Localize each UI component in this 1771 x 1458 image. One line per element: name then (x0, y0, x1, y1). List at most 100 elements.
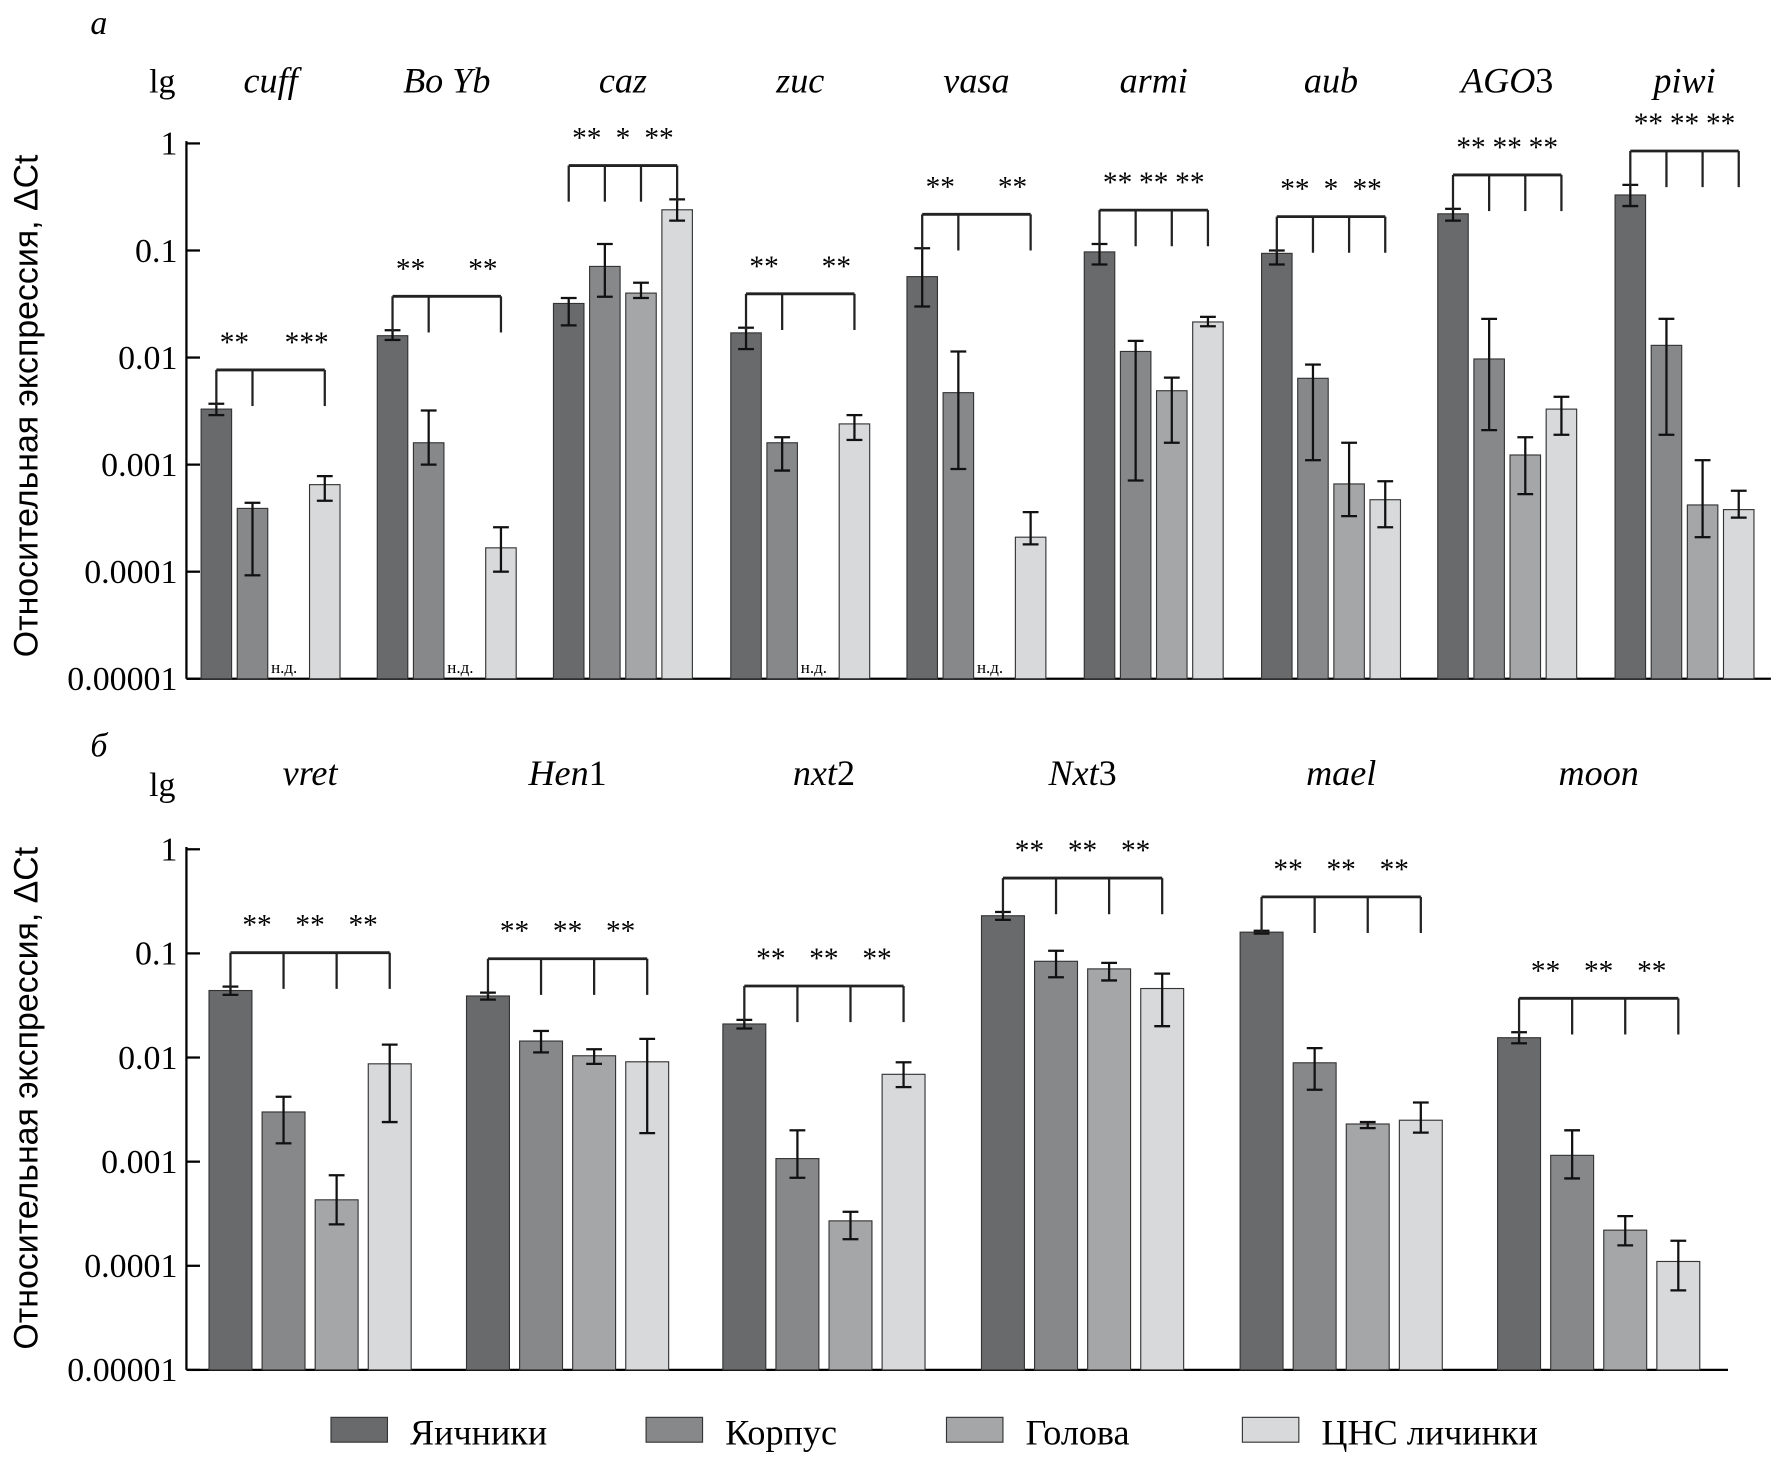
significance-stars: ** (1068, 835, 1097, 867)
gene-label: moon (1559, 753, 1639, 793)
bar-cuff-3 (308, 484, 341, 680)
nd-label: н.д. (801, 658, 827, 677)
significance-stars: ** (1493, 132, 1522, 164)
significance-stars: ** (1327, 854, 1356, 886)
significance-stars: ** (809, 943, 838, 975)
y-tick-label: 0.0001 (84, 1248, 177, 1285)
gene-label: cuff (243, 61, 302, 101)
significance-stars: ** (1139, 167, 1168, 199)
bar-zuc-3 (838, 423, 871, 680)
gene-label: armi (1120, 61, 1188, 101)
bar-vasa-3 (1014, 536, 1047, 680)
y-tick-label: 0.1 (135, 936, 177, 973)
significance-stars: ** (242, 910, 271, 942)
y-prefix-b: lg (149, 767, 175, 804)
bar-nxt2-3 (881, 1073, 926, 1371)
significance-stars: ** (1175, 167, 1204, 199)
gene-label: nxt2 (793, 753, 855, 793)
legend-label: ЦНС личинки (1321, 1412, 1537, 1452)
bar-caz-1 (589, 265, 621, 680)
significance-stars: ** (749, 251, 778, 283)
significance-stars: ** (500, 916, 529, 948)
gene-label: aub (1304, 61, 1358, 101)
significance-stars: ** (1706, 108, 1735, 140)
significance-stars: ** (1637, 955, 1666, 987)
bar-AGO3-0 (1437, 213, 1469, 680)
y-tick-label: 0.00001 (67, 1352, 177, 1389)
y-tick-label: 0.1 (135, 233, 177, 270)
bar-aub-3 (1369, 499, 1402, 680)
gene-label: caz (599, 61, 647, 101)
significance-stars: ** (822, 251, 851, 283)
legend-label: Корпус (725, 1412, 837, 1452)
significance-stars: * (1324, 174, 1339, 206)
bar-piwi-0 (1614, 194, 1647, 680)
gene-label: vasa (943, 61, 1009, 101)
significance-stars: ** (998, 171, 1027, 203)
significance-stars: ** (1380, 854, 1409, 886)
nd-label: н.д. (977, 658, 1003, 677)
significance-stars: ** (295, 910, 324, 942)
gene-label: AGO3 (1459, 61, 1553, 101)
significance-stars: ** (1529, 132, 1558, 164)
bar-Hen1-1 (519, 1040, 564, 1371)
gene-label: Nxt3 (1047, 753, 1116, 793)
significance-stars: ** (1103, 167, 1132, 199)
bar-nxt2-1 (775, 1158, 820, 1371)
significance-stars: ** (468, 253, 497, 285)
significance-stars: ** (1531, 955, 1560, 987)
significance-stars: ** (1273, 854, 1302, 886)
significance-stars: ** (572, 122, 601, 154)
bar-Nxt3-1 (1034, 960, 1079, 1371)
y-tick-label: 0.001 (101, 447, 177, 484)
y-tick-label: 0.0001 (84, 554, 177, 591)
y-tick-label: 0.01 (118, 340, 177, 377)
legend-swatch (645, 1416, 704, 1443)
gene-label: Bo Yb (403, 61, 490, 101)
y-tick-label: 0.01 (118, 1040, 177, 1077)
legend-swatch (330, 1416, 389, 1443)
bar-vret-0 (208, 989, 253, 1371)
bar-armi-3 (1192, 321, 1224, 680)
bar-piwi-2 (1686, 504, 1719, 680)
significance-stars: ** (1670, 108, 1699, 140)
y-tick-label: 0.00001 (67, 661, 177, 698)
significance-stars: ** (644, 122, 673, 154)
gene-label: mael (1306, 753, 1376, 793)
nd-label: н.д. (271, 658, 297, 677)
bar-nxt2-0 (722, 1023, 767, 1371)
bar-moon-2 (1603, 1229, 1648, 1371)
bar-moon-1 (1550, 1154, 1595, 1371)
y-tick-label: 1 (160, 832, 177, 869)
legend-label: Голова (1026, 1412, 1130, 1452)
legend: Яичники Корпус Голова ЦНС личинки (330, 1412, 1538, 1452)
bar-mael-1 (1292, 1062, 1337, 1371)
bar-caz-0 (552, 302, 585, 680)
bar-AGO3-3 (1545, 408, 1578, 680)
significance-stars: ** (1456, 132, 1485, 164)
bar-nxt2-2 (828, 1220, 873, 1371)
panel-b: 1 0.1 0.01 0.001 0.0001 0.00001 vret ** ** ** Hen1… (67, 753, 1729, 1389)
bar-BoYb-0 (376, 335, 409, 680)
panel-label-a: а (90, 5, 107, 42)
gene-label: piwi (1650, 61, 1715, 101)
y-tick-label: 0.001 (101, 1144, 177, 1181)
significance-stars: ** (553, 916, 582, 948)
significance-stars: ** (1280, 174, 1309, 206)
significance-stars: ** (220, 327, 249, 359)
gene-label: vret (283, 753, 339, 793)
legend-swatch (945, 1416, 1004, 1443)
bar-caz-3 (661, 209, 693, 680)
significance-stars: ** (348, 910, 377, 942)
nd-label: н.д. (447, 658, 473, 677)
significance-stars: ** (1352, 174, 1381, 206)
significance-stars: ** (1584, 955, 1613, 987)
y-prefix-a: lg (149, 64, 175, 101)
significance-stars: ** (396, 253, 425, 285)
bar-Nxt3-0 (980, 915, 1025, 1371)
bar-mael-2 (1345, 1123, 1390, 1371)
bar-zuc-1 (766, 442, 798, 680)
bar-moon-0 (1497, 1037, 1542, 1371)
